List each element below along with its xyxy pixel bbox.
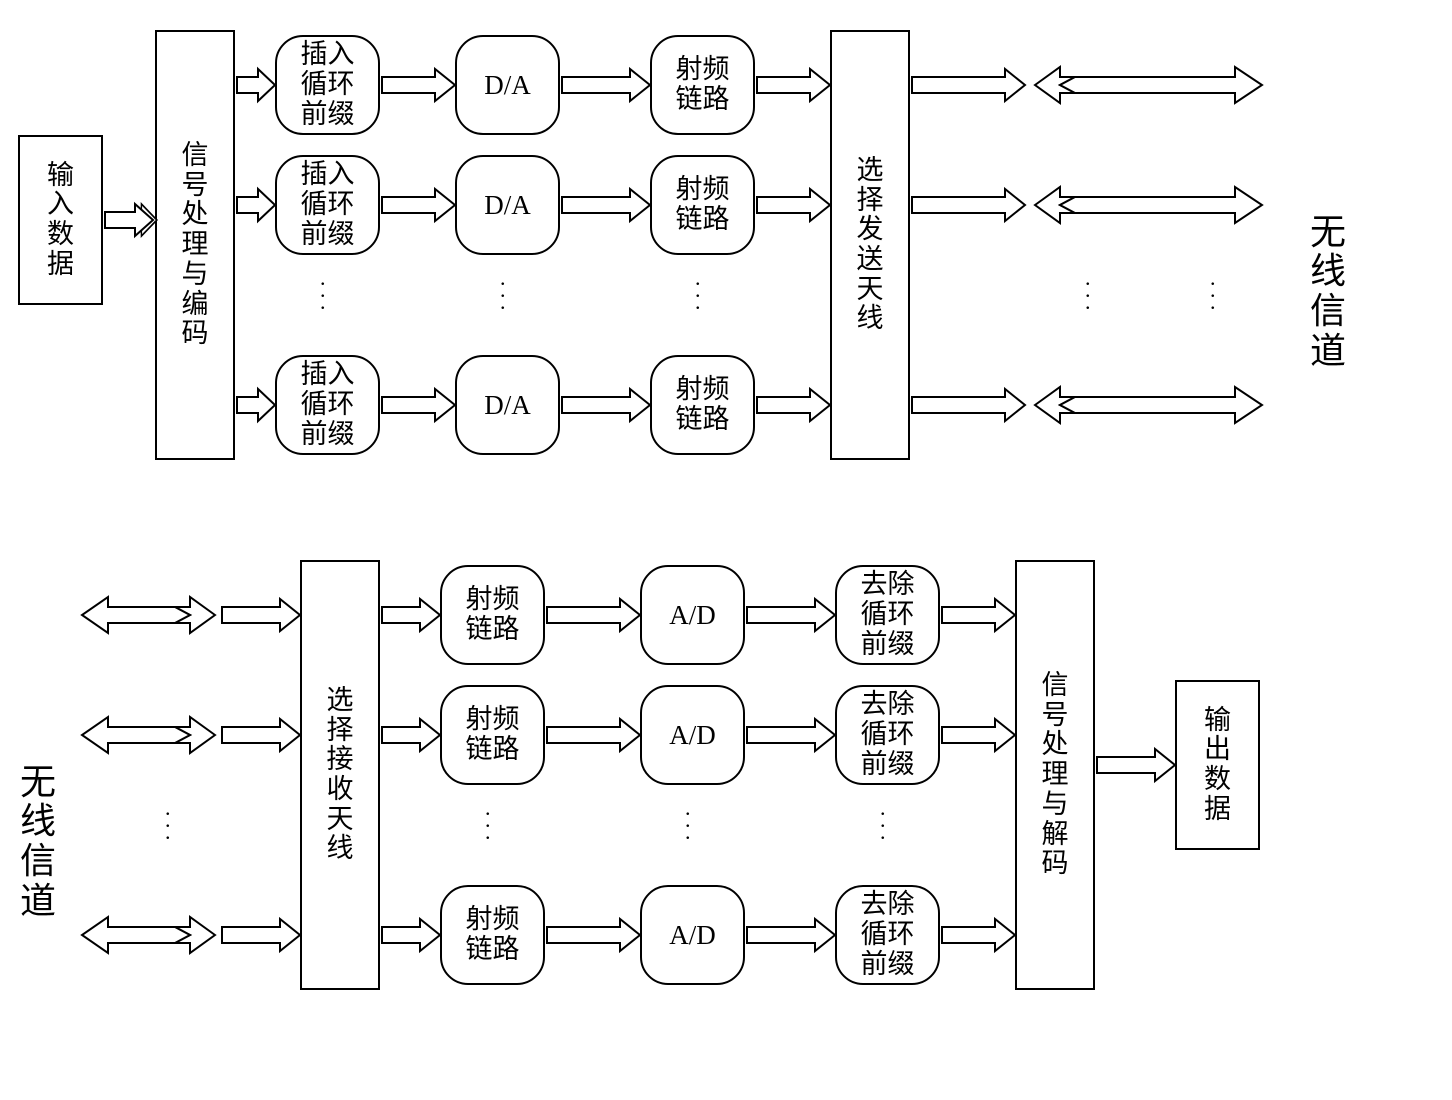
rx-rf-2: 射频 链路 bbox=[440, 685, 545, 785]
tx-rf-2: 射频 链路 bbox=[650, 155, 755, 255]
rx-ad-1: A/D bbox=[640, 565, 745, 665]
tx-da-3: D/A bbox=[455, 355, 560, 455]
rx-cp-1: 去除 循环 前缀 bbox=[835, 565, 940, 665]
rx-dots-1: ... bbox=[485, 802, 491, 838]
rx-decode-box: 信号处理与解码 bbox=[1015, 560, 1095, 990]
tx-rf-1: 射频 链路 bbox=[650, 35, 755, 135]
rx-dots-0: ... bbox=[165, 802, 171, 838]
rx-ad-2: A/D bbox=[640, 685, 745, 785]
tx-dots-3: ... bbox=[695, 272, 701, 308]
antenna-left-icon bbox=[82, 917, 215, 953]
rx-dots-2: ... bbox=[685, 802, 691, 838]
rx-output-box: 输出数据 bbox=[1175, 680, 1260, 850]
tx-input-box: 输入数据 bbox=[18, 135, 103, 305]
tx-dots-5: ... bbox=[1210, 272, 1216, 308]
antenna-right-icon bbox=[1035, 187, 1262, 223]
tx-da-2: D/A bbox=[455, 155, 560, 255]
rx-ad-3: A/D bbox=[640, 885, 745, 985]
rx-decode-label: 信号处理与解码 bbox=[1042, 671, 1069, 879]
tx-cp-2: 插入 循环 前缀 bbox=[275, 155, 380, 255]
tx-select-box: 选择发送天线 bbox=[830, 30, 910, 460]
tx-rf-3: 射频 链路 bbox=[650, 355, 755, 455]
rx-cp-3: 去除 循环 前缀 bbox=[835, 885, 940, 985]
tx-wireless-label: 无线信道 bbox=[1310, 130, 1346, 454]
tx-input-label: 输入数据 bbox=[47, 161, 74, 280]
antenna-left-icon bbox=[82, 597, 215, 633]
rx-select-label: 选择接收天线 bbox=[327, 686, 354, 864]
tx-encode-box: 信号处理与编码 bbox=[155, 30, 235, 460]
arrow bbox=[105, 204, 153, 236]
rx-dots-3: ... bbox=[880, 802, 886, 838]
tx-encode-label: 信号处理与编码 bbox=[182, 141, 209, 349]
rx-wireless-label: 无线信道 bbox=[20, 680, 56, 1004]
rx-rf-1: 射频 链路 bbox=[440, 565, 545, 665]
tx-dots-4: ... bbox=[1085, 272, 1091, 308]
antenna-left-icon bbox=[82, 717, 215, 753]
tx-select-label: 选择发送天线 bbox=[857, 156, 884, 334]
tx-dots-2: ... bbox=[500, 272, 506, 308]
diagram-root: 输入数据 信号处理与编码 插入 循环 前缀 D/A 射频 链路 插入 循环 前缀… bbox=[0, 0, 1452, 1100]
antenna-right-icon bbox=[1035, 67, 1262, 103]
tx-da-1: D/A bbox=[455, 35, 560, 135]
rx-output-label: 输出数据 bbox=[1204, 706, 1231, 825]
tx-dots-1: ... bbox=[320, 272, 326, 308]
rx-select-box: 选择接收天线 bbox=[300, 560, 380, 990]
tx-cp-1: 插入 循环 前缀 bbox=[275, 35, 380, 135]
rx-cp-2: 去除 循环 前缀 bbox=[835, 685, 940, 785]
rx-rf-3: 射频 链路 bbox=[440, 885, 545, 985]
tx-cp-3: 插入 循环 前缀 bbox=[275, 355, 380, 455]
antenna-right-icon bbox=[1035, 387, 1262, 423]
